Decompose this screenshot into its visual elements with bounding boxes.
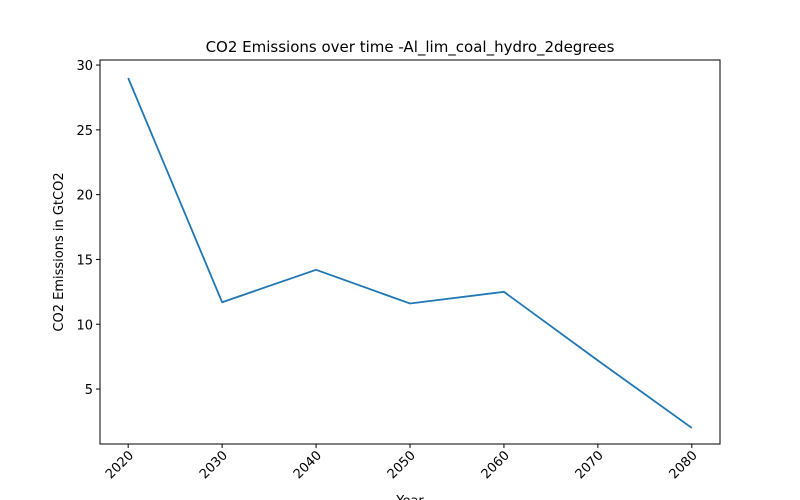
y-tick-label: 10 — [76, 318, 93, 333]
y-tick-label: 15 — [76, 253, 93, 268]
x-axis-label: Year — [395, 494, 424, 500]
chart-title: CO2 Emissions over time -Al_lim_coal_hyd… — [206, 38, 615, 57]
y-tick-label: 5 — [85, 383, 93, 398]
y-tick-label: 30 — [76, 59, 93, 74]
y-tick-label: 20 — [76, 189, 93, 204]
plot-frame — [99, 59, 721, 445]
data-line — [127, 77, 693, 429]
y-tick-label: 25 — [76, 124, 93, 139]
y-axis-label: CO2 Emissions in GtCO2 — [52, 172, 67, 331]
